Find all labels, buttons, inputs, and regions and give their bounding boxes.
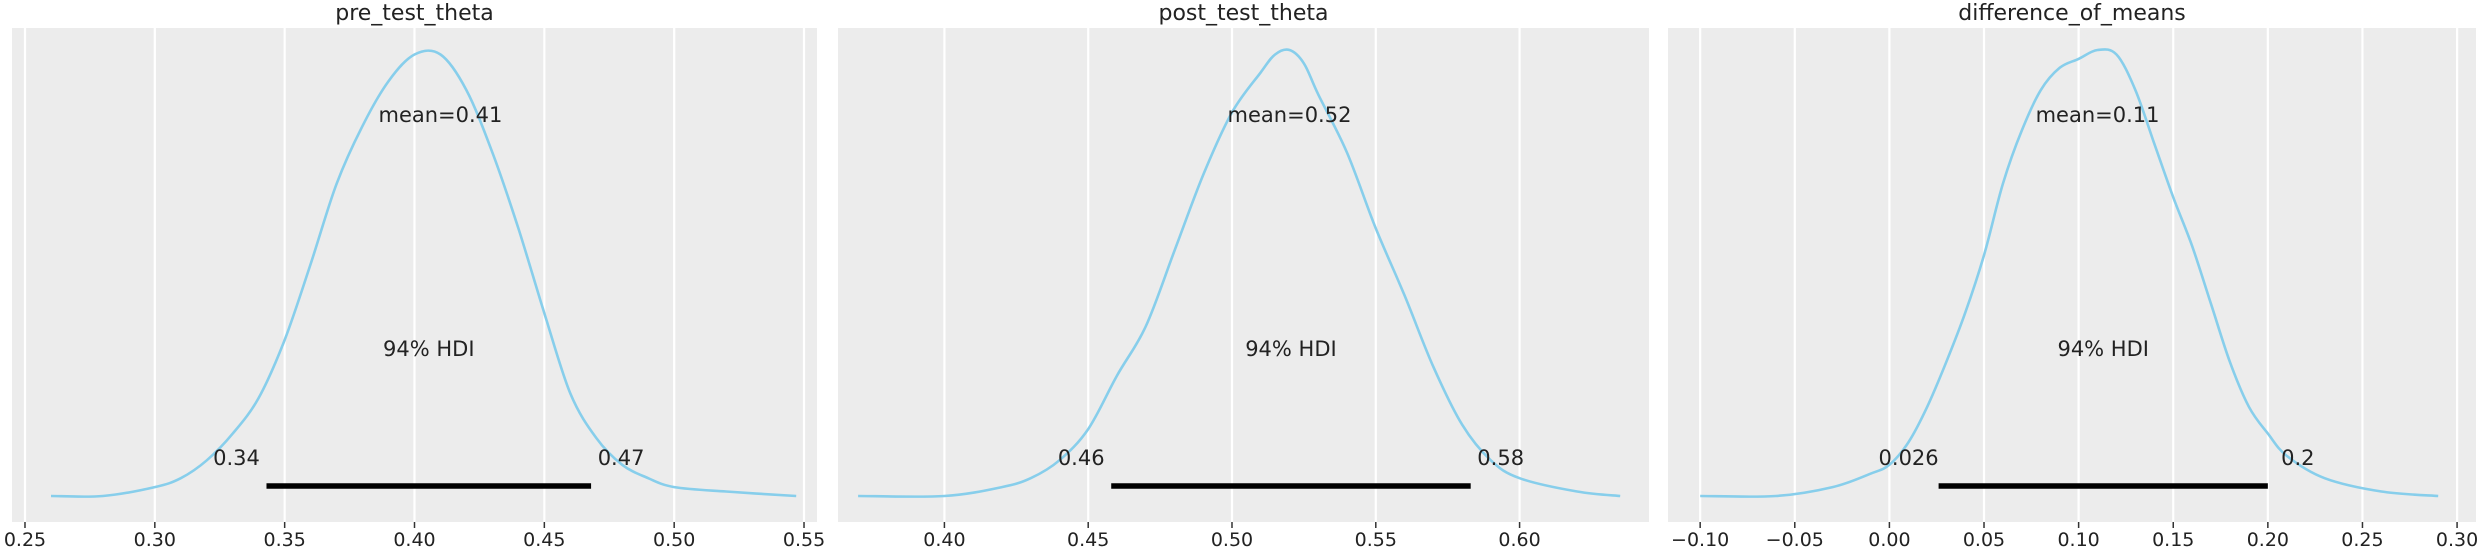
x-tick-label: 0.05 [1963,529,2005,551]
x-tick-label: 0.50 [653,529,695,551]
x-tick-label: 0.25 [4,529,46,551]
panel-post-test-theta: 0.40 0.45 0.50 0.55 0.60 0.46 0.58 94% HDI mean=… [838,1,1649,551]
hdi-lower-label: 0.46 [1058,446,1105,470]
x-tick-label: −0.05 [1766,529,1824,551]
x-tick-label: 0.60 [1498,529,1540,551]
hdi-upper-label: 0.2 [2281,446,2314,470]
x-tick-label: 0.50 [1211,529,1253,551]
hdi-caption: 94% HDI [2057,337,2149,361]
posterior-density-curve [50,49,797,498]
x-tick-label: 0.20 [2247,529,2289,551]
panel-pre-test-theta: 0.25 0.30 0.35 0.40 0.45 0.50 0.55 0.34 0.47 94% … [4,1,825,551]
panel-title: pre_test_theta [335,1,494,26]
x-tick-label: 0.25 [2341,529,2383,551]
mean-label: mean=0.41 [379,103,503,127]
x-tick-label: 0.55 [1355,529,1397,551]
x-tick-label: 0.00 [1868,529,1910,551]
plot-area [1668,28,2476,522]
posterior-density-curve [858,48,1621,498]
x-tick-label: 0.55 [783,529,825,551]
hdi-upper-label: 0.47 [598,446,645,470]
x-tick-label: 0.45 [1067,529,1109,551]
x-tick-label: 0.45 [523,529,565,551]
mean-label: mean=0.11 [2036,103,2160,127]
hdi-upper-label: 0.58 [1477,446,1524,470]
x-tick-label: −0.10 [1671,529,1729,551]
panel-title: post_test_theta [1159,1,1329,26]
x-tick-label: 0.30 [2436,529,2478,551]
posterior-density-curve [1700,48,2439,498]
hdi-caption: 94% HDI [383,337,475,361]
x-tick-label: 0.35 [264,529,306,551]
posterior-panels: 0.25 0.30 0.35 0.40 0.45 0.50 0.55 0.34 0.47 94% … [4,1,2478,551]
hdi-caption: 94% HDI [1245,337,1337,361]
x-tick-label: 0.15 [2152,529,2194,551]
hdi-lower-label: 0.026 [1879,446,1939,470]
x-tick-label: 0.40 [393,529,435,551]
panel-title: difference_of_means [1958,1,2186,26]
hdi-lower-label: 0.34 [213,446,260,470]
mean-label: mean=0.52 [1228,103,1352,127]
panel-difference-of-means: −0.10 −0.05 0.00 0.05 0.10 0.15 0.20 0.25 0.30 0.… [1668,1,2478,551]
x-tick-label: 0.40 [923,529,965,551]
plot-area [838,28,1649,522]
x-tick-label: 0.10 [2057,529,2099,551]
x-tick-label: 0.30 [134,529,176,551]
